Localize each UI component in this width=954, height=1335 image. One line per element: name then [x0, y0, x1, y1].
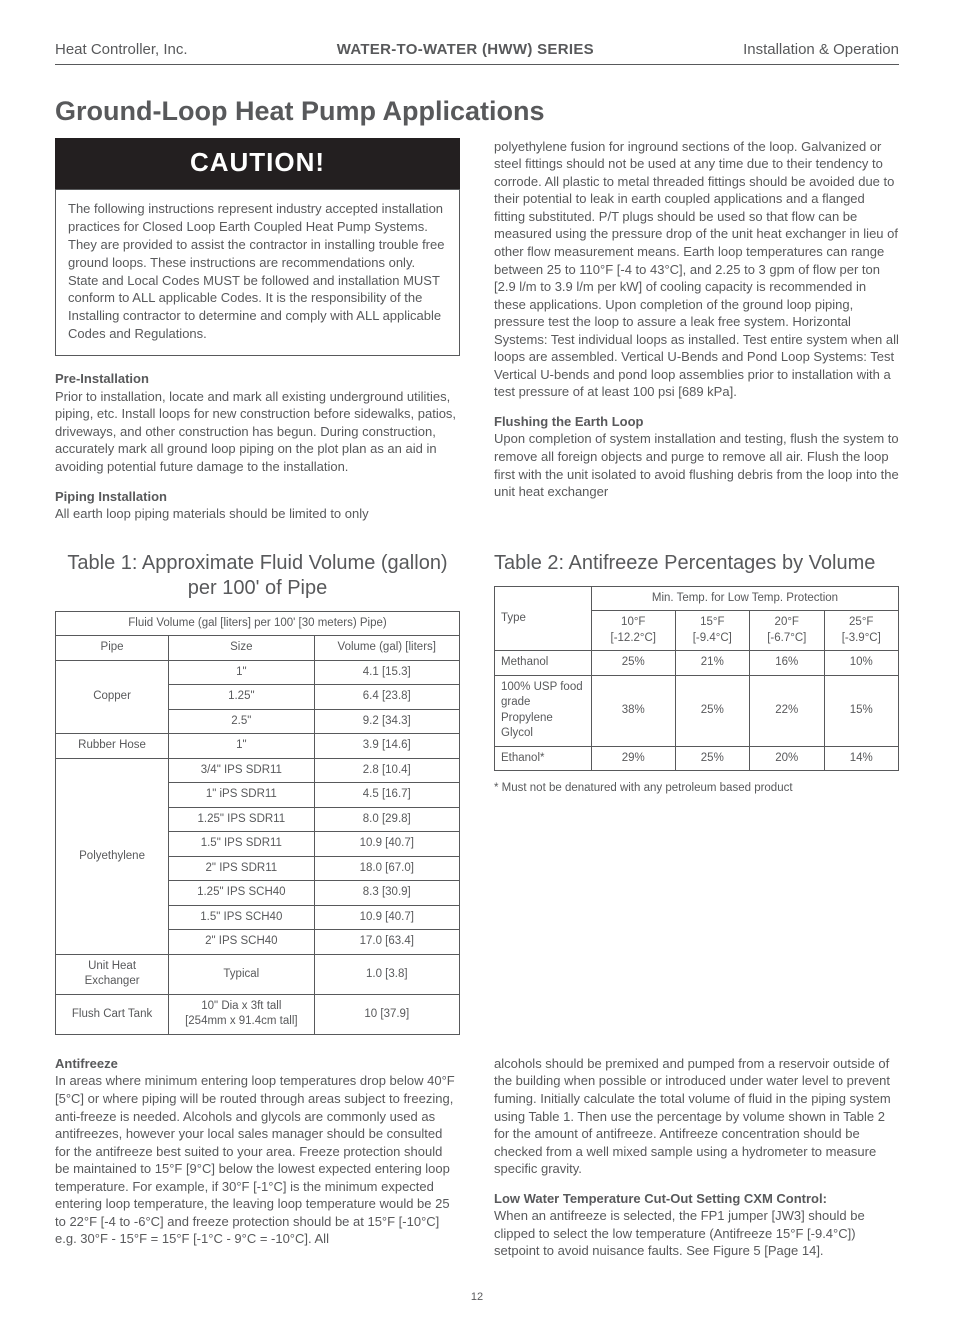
antifreeze-right: alcohols should be premixed and pumped f… — [494, 1055, 899, 1178]
table1-vol-cell: 2.8 [10.4] — [314, 758, 459, 783]
table1-size-cell: 2" IPS SCH40 — [169, 930, 314, 955]
table1-vol-cell: 4.1 [15.3] — [314, 660, 459, 685]
table1: Fluid Volume (gal [liters] per 100' [30 … — [55, 611, 460, 1035]
flushing-head: Flushing the Earth Loop — [494, 413, 899, 431]
table2-value-cell: 20% — [750, 746, 824, 771]
table1-vol-cell: 9.2 [34.3] — [314, 709, 459, 734]
table2-value-cell: 29% — [591, 746, 675, 771]
table-row: 100% USP food grade Propylene Glycol38%2… — [495, 675, 899, 746]
table1-pipe-cell: Rubber Hose — [56, 734, 169, 759]
table1-vol-cell: 10 [37.9] — [314, 994, 459, 1034]
table2-header-top: Min. Temp. for Low Temp. Protection — [591, 586, 898, 611]
table1-vol-cell: 3.9 [14.6] — [314, 734, 459, 759]
piping-head: Piping Installation — [55, 488, 460, 506]
table1-size-cell: 2.5" — [169, 709, 314, 734]
table2-temp-header: 10°F[-12.2°C] — [591, 611, 675, 651]
header-center: WATER-TO-WATER (HWW) SERIES — [337, 40, 594, 60]
caution-banner: CAUTION! — [55, 138, 460, 189]
table1-size-cell: 2" IPS SDR11 — [169, 856, 314, 881]
table2-type-cell: Methanol — [495, 651, 592, 676]
table1-size-cell: 1.5" IPS SDR11 — [169, 832, 314, 857]
table1-col-header: Size — [169, 636, 314, 661]
table-row: Polyethylene3/4" IPS SDR112.8 [10.4] — [56, 758, 460, 783]
preinstall-body: Prior to installation, locate and mark a… — [55, 388, 460, 476]
table2-value-cell: 14% — [824, 746, 899, 771]
table-row: Flush Cart Tank10" Dia x 3ft tall[254mm … — [56, 994, 460, 1034]
table2-temp-header: 20°F[-6.7°C] — [750, 611, 824, 651]
header-right: Installation & Operation — [743, 40, 899, 60]
table1-size-cell: 10" Dia x 3ft tall[254mm x 91.4cm tall] — [169, 994, 314, 1034]
lowwater-head: Low Water Temperature Cut-Out Setting CX… — [494, 1191, 827, 1206]
table2-value-cell: 25% — [591, 651, 675, 676]
table2-value-cell: 25% — [675, 746, 749, 771]
table1-size-cell: 1.25" IPS SCH40 — [169, 881, 314, 906]
preinstall-head: Pre-Installation — [55, 370, 460, 388]
page-number: 12 — [55, 1290, 899, 1305]
table2-value-cell: 25% — [675, 675, 749, 746]
table1-size-cell: 1.5" IPS SCH40 — [169, 905, 314, 930]
header-left: Heat Controller, Inc. — [55, 40, 188, 60]
table1-pipe-cell: Unit Heat Exchanger — [56, 954, 169, 994]
table2: TypeMin. Temp. for Low Temp. Protection1… — [494, 586, 899, 772]
table1-vol-cell: 17.0 [63.4] — [314, 930, 459, 955]
right-top-para: polyethylene fusion for inground section… — [494, 138, 899, 401]
page-header: Heat Controller, Inc. WATER-TO-WATER (HW… — [55, 40, 899, 65]
table1-pipe-cell: Flush Cart Tank — [56, 994, 169, 1034]
table2-value-cell: 10% — [824, 651, 899, 676]
table2-type-cell: Ethanol* — [495, 746, 592, 771]
table2-value-cell: 15% — [824, 675, 899, 746]
table1-vol-cell: 10.9 [40.7] — [314, 832, 459, 857]
table1-size-cell: 1.25" IPS SDR11 — [169, 807, 314, 832]
table1-size-cell: 1" iPS SDR11 — [169, 783, 314, 808]
table-row: Copper1"4.1 [15.3] — [56, 660, 460, 685]
page-title: Ground-Loop Heat Pump Applications — [55, 93, 899, 129]
table2-type-cell: 100% USP food grade Propylene Glycol — [495, 675, 592, 746]
table2-temp-header: 25°F[-3.9°C] — [824, 611, 899, 651]
table1-vol-cell: 10.9 [40.7] — [314, 905, 459, 930]
table2-type-header: Type — [495, 586, 592, 651]
table1-size-cell: 1.25" — [169, 685, 314, 710]
flushing-body: Upon completion of system installation a… — [494, 430, 899, 500]
table2-value-cell: 22% — [750, 675, 824, 746]
table-row: Unit Heat ExchangerTypical1.0 [3.8] — [56, 954, 460, 994]
piping-body: All earth loop piping materials should b… — [55, 505, 460, 523]
table1-size-cell: 1" — [169, 734, 314, 759]
antifreeze-head: Antifreeze — [55, 1056, 118, 1071]
table2-value-cell: 16% — [750, 651, 824, 676]
table1-vol-cell: 4.5 [16.7] — [314, 783, 459, 808]
table-row: Ethanol*29%25%20%14% — [495, 746, 899, 771]
table2-footnote: * Must not be denatured with any petrole… — [494, 781, 899, 797]
caution-box: The following instructions represent ind… — [55, 189, 460, 357]
table1-size-cell: Typical — [169, 954, 314, 994]
table2-value-cell: 21% — [675, 651, 749, 676]
table1-pipe-cell: Polyethylene — [56, 758, 169, 954]
table1-vol-cell: 6.4 [23.8] — [314, 685, 459, 710]
lowwater-body: When an antifreeze is selected, the FP1 … — [494, 1207, 899, 1260]
table1-vol-cell: 8.3 [30.9] — [314, 881, 459, 906]
table1-vol-cell: 8.0 [29.8] — [314, 807, 459, 832]
table-row: Rubber Hose1"3.9 [14.6] — [56, 734, 460, 759]
table2-value-cell: 38% — [591, 675, 675, 746]
table2-temp-header: 15°F[-9.4°C] — [675, 611, 749, 651]
table1-col-header: Pipe — [56, 636, 169, 661]
table1-size-cell: 3/4" IPS SDR11 — [169, 758, 314, 783]
table1-size-cell: 1" — [169, 660, 314, 685]
table1-header-span: Fluid Volume (gal [liters] per 100' [30 … — [56, 611, 460, 636]
antifreeze-body: In areas where minimum entering loop tem… — [55, 1072, 460, 1247]
table1-vol-cell: 1.0 [3.8] — [314, 954, 459, 994]
table2-title: Table 2: Antifreeze Percentages by Volum… — [494, 551, 899, 576]
table1-pipe-cell: Copper — [56, 660, 169, 734]
table1-col-header: Volume (gal) [liters] — [314, 636, 459, 661]
table1-title: Table 1: Approximate Fluid Volume (gallo… — [55, 551, 460, 601]
table-row: Methanol25%21%16%10% — [495, 651, 899, 676]
table1-vol-cell: 18.0 [67.0] — [314, 856, 459, 881]
